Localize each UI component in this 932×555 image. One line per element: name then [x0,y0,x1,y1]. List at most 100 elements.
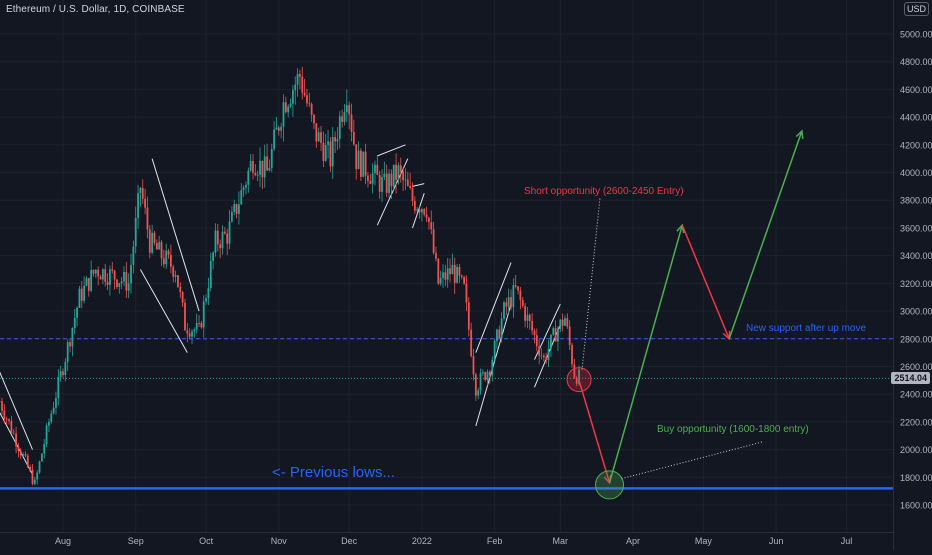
projection-leg [728,130,803,340]
candle-body [299,73,301,77]
candle-body [226,233,229,244]
candle-body [439,277,442,284]
candle-body [374,164,376,174]
candle-body [188,333,191,337]
candle-body [575,377,578,384]
candle-body [158,241,161,250]
candle-body [418,209,421,213]
candle-body [545,357,548,361]
candle-body [517,286,519,291]
candle-body [479,373,482,391]
candle-body [505,302,508,307]
candle-body [193,329,196,332]
candle-body [184,302,186,331]
candle-body [425,214,428,218]
candle-body [519,290,522,301]
candle-body [240,190,243,205]
price-tick-label: 5000.00 [900,30,932,40]
annotation-layer: Short opportunity (2600-2450 Entry) Buy … [272,186,866,481]
candle-body [85,278,88,286]
candle-body [33,479,36,484]
candle-body [416,209,419,211]
candle-body [66,342,69,362]
trendline-layer [0,144,561,475]
currency-badge[interactable]: USD [903,2,929,16]
candle-body [491,359,494,376]
candle-body [78,288,81,308]
candle-body [428,217,430,223]
candle-body [219,244,222,249]
candle-body [430,222,433,230]
candle-body [324,144,327,161]
price-tick-label: 3000.00 [900,307,932,317]
candle-body [287,106,290,113]
candle-body [280,126,283,131]
candle-body [310,103,313,115]
candle-body [254,172,257,176]
candle-body [322,142,325,161]
candle-body [116,279,118,287]
candle-body [559,319,562,329]
candle-body [561,319,564,326]
candle-body [233,204,236,212]
candle-body [484,372,487,381]
candle-body [87,278,90,291]
candle-body [420,209,423,213]
candle-body [12,432,15,434]
candle-body [388,173,390,193]
candle-body [261,160,264,178]
candle-body [406,179,409,187]
candle-body [59,371,62,377]
candle-body [554,328,557,342]
candle-body [345,105,348,113]
candle-body [153,232,156,244]
candle-body [442,272,444,278]
price-tick-label: 4400.00 [900,113,932,123]
last-price-tag: 2514.04 [891,372,930,384]
candle-body [57,376,60,398]
candle-body [245,184,247,188]
candle-body [207,287,210,299]
candle-body [566,318,569,327]
buy-callout-leader [621,441,763,480]
short-opportunity-label: Short opportunity (2600-2450 Entry) [524,186,684,197]
candle-body [496,329,498,341]
price-tick-label: 4600.00 [900,85,932,95]
candle-body [371,173,374,184]
candle-body [209,260,212,288]
candle-body [29,466,32,470]
candle-body [550,334,552,350]
candle-body [151,232,154,253]
candle-body [22,454,25,456]
candle-body [481,372,484,374]
candle-body [191,331,193,337]
candle-body [127,283,130,291]
candle-body [181,292,184,303]
candle-body [266,156,268,171]
candle-body [503,302,505,319]
projection-leg [681,224,730,340]
candle-body [284,102,287,113]
candle-body [167,250,170,255]
candle-body [92,269,95,274]
candle-body [296,73,299,85]
candle-body [514,285,517,287]
candle-body [542,355,545,358]
level-layer [0,338,893,490]
candle-body [277,127,280,131]
candle-body [99,276,102,280]
candle-body [395,164,397,180]
candle-body [568,326,571,345]
candle-body [202,301,205,328]
candle-body [141,187,144,199]
candle-body [477,390,480,396]
symbol-title[interactable]: Ethereum / U.S. Dollar, 1D, COINBASE [6,4,185,15]
time-tick-label: Dec [341,536,358,546]
candle-body [528,314,531,322]
candle-body [446,268,449,280]
candle-body [83,285,86,301]
candle-body [170,254,172,267]
candle-body [109,269,111,285]
candle-body [177,275,179,288]
